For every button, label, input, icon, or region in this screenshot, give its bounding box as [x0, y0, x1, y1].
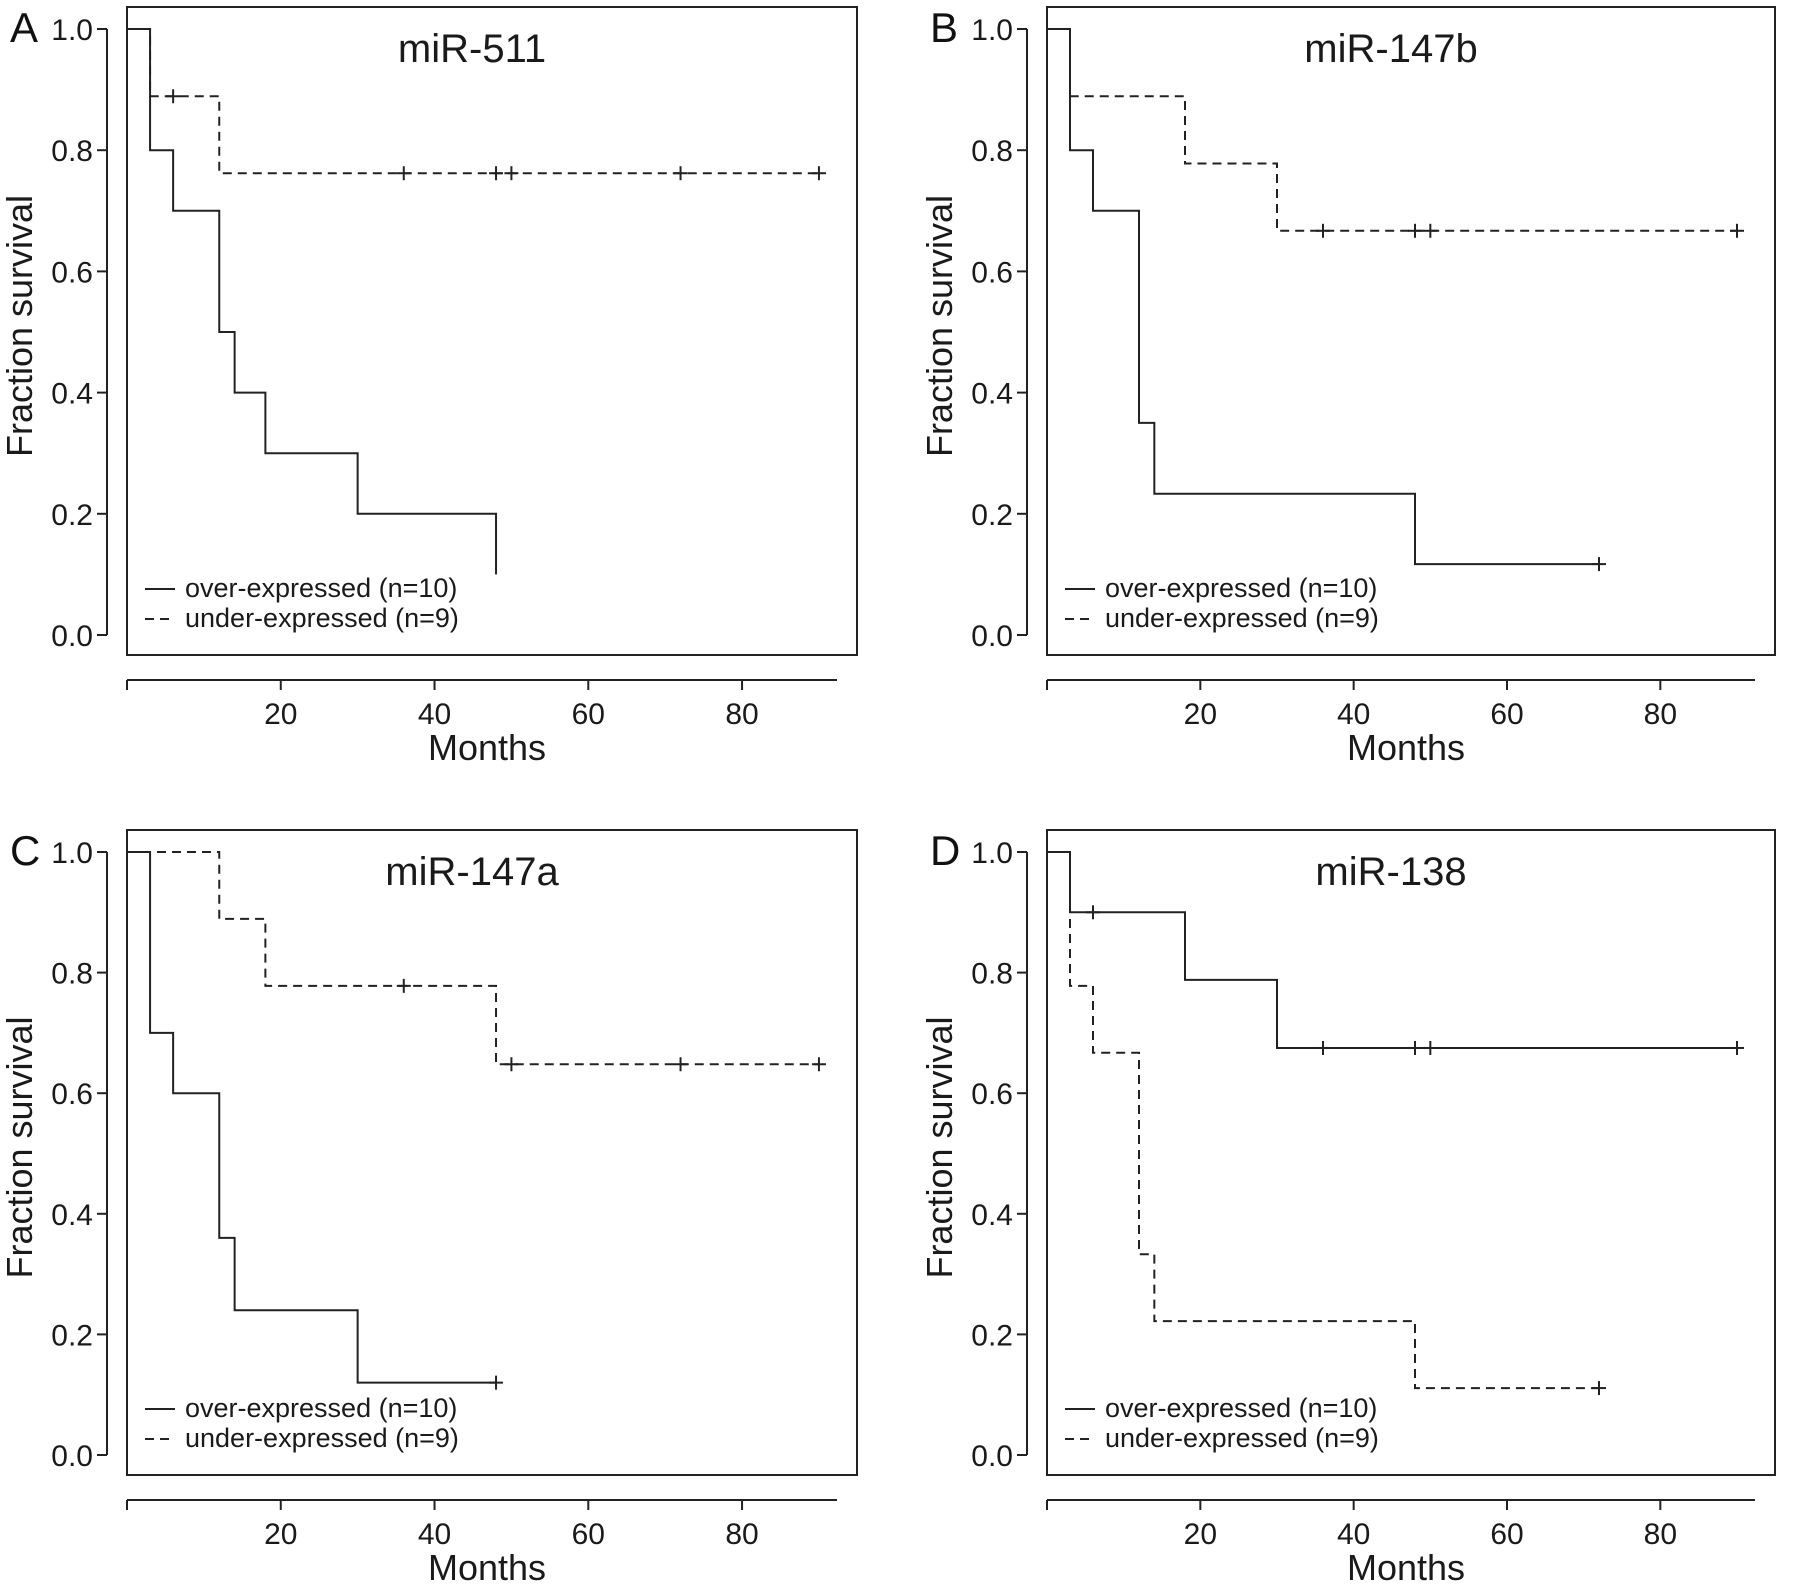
y-axis-title: Fraction survival: [919, 1016, 960, 1278]
y-tick-label: 1.0: [971, 837, 1013, 870]
legend-label: under-expressed (n=9): [185, 603, 459, 633]
x-tick-label: 20: [264, 698, 297, 731]
y-tick-label: 0.4: [971, 378, 1013, 411]
legend-label: over-expressed (n=10): [185, 1393, 457, 1423]
chart-panel-a: 20 40 60 80 0.0 0.2 0.4 0.6 0.8 1.0 Months Fraction…: [0, 4, 858, 768]
chart-panel-d: 20 40 60 80 0.0 0.2 0.4 0.6 0.8 1.0 Months Fraction…: [919, 827, 1776, 1588]
x-tick-label: 80: [725, 698, 758, 731]
x-tick-label: 40: [418, 698, 451, 731]
survival-curve-under-expressed: [1047, 28, 1737, 232]
plot-frame: [1046, 6, 1776, 656]
y-tick-label: 0.8: [51, 135, 93, 168]
survival-curve-over-expressed: [1047, 28, 1599, 566]
panel-title: miR-147b: [1304, 27, 1477, 71]
y-tick-label: 0.4: [971, 1199, 1013, 1232]
y-tick-label: 0.2: [51, 1319, 93, 1352]
legend-label: over-expressed (n=10): [1105, 1393, 1377, 1423]
y-tick-label: 0.0: [51, 620, 93, 653]
x-tick-label: 40: [418, 1518, 451, 1551]
x-tick-label: 80: [725, 1518, 758, 1551]
panel-title: miR-138: [1315, 850, 1466, 894]
panel-letter: B: [930, 4, 958, 51]
chart-panel-b: 20 40 60 80 0.0 0.2 0.4 0.6 0.8 1.0 Months Fraction…: [919, 4, 1776, 768]
panel-letter: C: [10, 827, 40, 874]
legend-label: under-expressed (n=9): [185, 1423, 459, 1453]
y-tick-label: 0.2: [51, 499, 93, 532]
x-tick-label: 40: [1337, 698, 1370, 731]
legend-label: under-expressed (n=9): [1105, 603, 1379, 633]
x-tick-label: 40: [1337, 1518, 1370, 1551]
survival-curve-over-expressed: [127, 851, 497, 1384]
panel-title: miR-511: [398, 27, 546, 71]
legend-label: over-expressed (n=10): [185, 573, 457, 603]
survival-curve-under-expressed: [1047, 851, 1599, 1390]
y-tick-label: 1.0: [971, 14, 1013, 47]
y-tick-label: 0.6: [51, 1078, 93, 1111]
y-axis-title: Fraction survival: [0, 195, 40, 457]
panel-letter: D: [930, 827, 960, 874]
x-tick-label: 60: [1490, 698, 1523, 731]
legend-label: under-expressed (n=9): [1105, 1423, 1379, 1453]
plot-frame: [126, 829, 858, 1476]
y-tick-label: 0.0: [971, 620, 1013, 653]
plot-frame: [126, 6, 858, 656]
y-tick-label: 0.4: [51, 378, 93, 411]
survival-curve-over-expressed: [127, 28, 498, 575]
y-tick-label: 0.8: [971, 135, 1013, 168]
panel-letter: A: [10, 4, 38, 51]
x-axis-title: Months: [428, 1547, 546, 1588]
y-tick-label: 1.0: [51, 837, 93, 870]
plot-frame: [1046, 829, 1776, 1476]
x-tick-label: 20: [264, 1518, 297, 1551]
x-tick-label: 80: [1644, 1518, 1677, 1551]
x-tick-label: 80: [1644, 698, 1677, 731]
x-tick-label: 60: [572, 698, 605, 731]
x-tick-label: 20: [1184, 1518, 1217, 1551]
legend-label: over-expressed (n=10): [1105, 573, 1377, 603]
y-tick-label: 0.6: [971, 256, 1013, 289]
x-tick-label: 20: [1184, 698, 1217, 731]
x-tick-label: 60: [572, 1518, 605, 1551]
x-axis-title: Months: [428, 727, 546, 768]
chart-panel-c: 20 40 60 80 0.0 0.2 0.4 0.6 0.8 1.0 Months Fraction…: [0, 827, 858, 1588]
panel-title: miR-147a: [385, 850, 559, 894]
y-tick-label: 0.4: [51, 1199, 93, 1232]
y-tick-label: 1.0: [51, 14, 93, 47]
y-tick-label: 0.8: [51, 958, 93, 991]
y-axis-title: Fraction survival: [0, 1016, 40, 1278]
y-tick-label: 0.8: [971, 958, 1013, 991]
survival-curve-under-expressed: [127, 28, 819, 175]
y-tick-label: 0.6: [51, 256, 93, 289]
y-tick-label: 0.2: [971, 499, 1013, 532]
x-tick-label: 60: [1490, 1518, 1523, 1551]
x-axis-title: Months: [1347, 1547, 1465, 1588]
y-tick-label: 0.6: [971, 1078, 1013, 1111]
y-tick-label: 0.0: [971, 1440, 1013, 1473]
y-axis-title: Fraction survival: [919, 195, 960, 457]
y-tick-label: 0.0: [51, 1440, 93, 1473]
x-axis-title: Months: [1347, 727, 1465, 768]
y-tick-label: 0.2: [971, 1319, 1013, 1352]
